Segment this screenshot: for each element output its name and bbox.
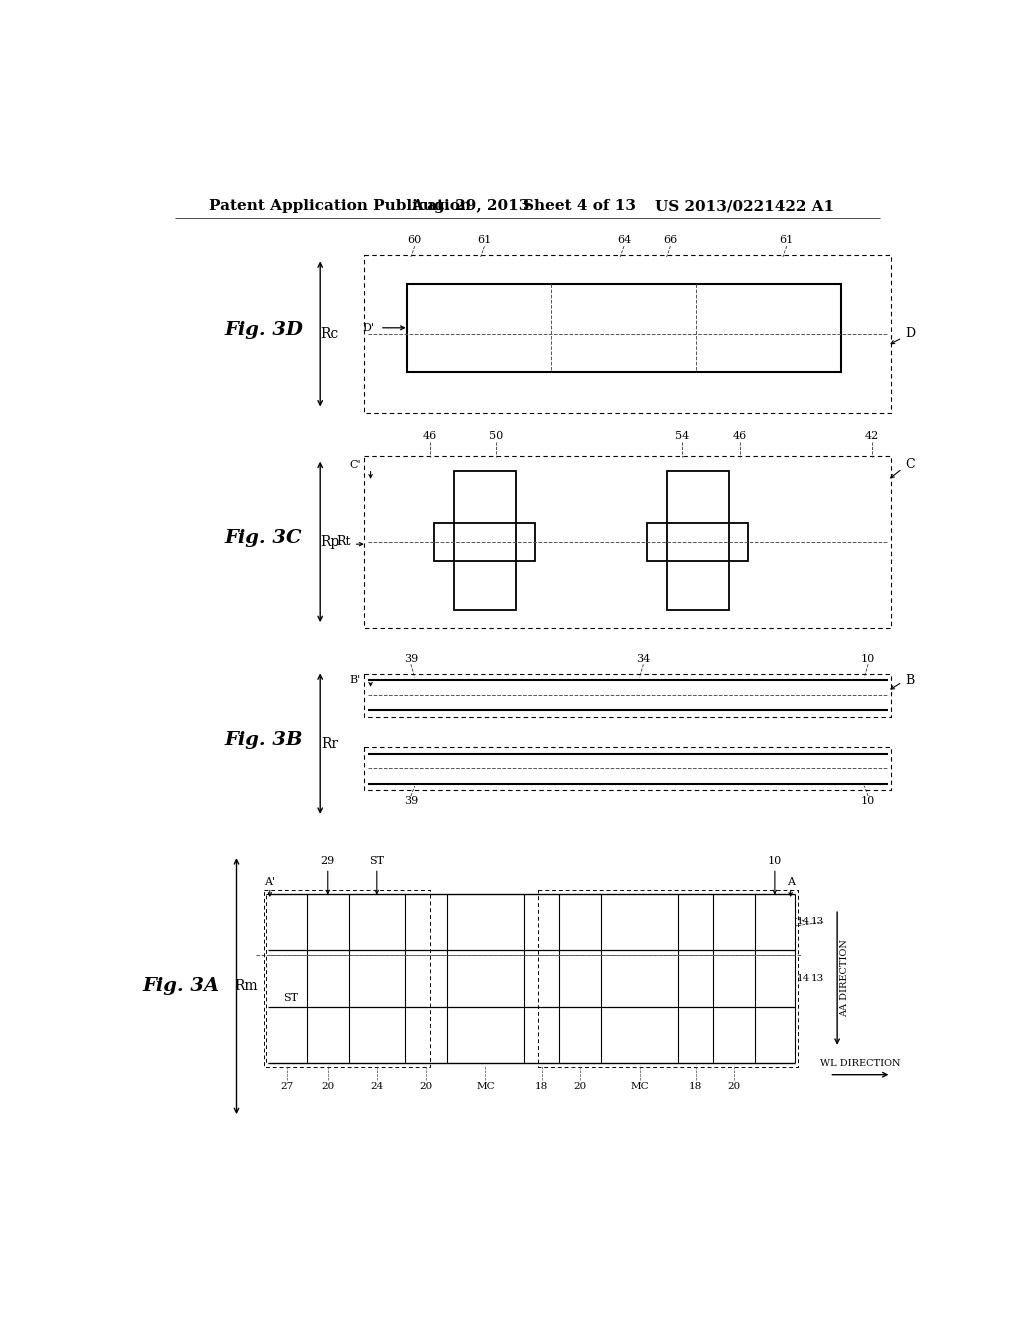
- Text: US 2013/0221422 A1: US 2013/0221422 A1: [655, 199, 835, 213]
- Text: B: B: [905, 675, 914, 686]
- Text: Fig. 3C: Fig. 3C: [225, 529, 302, 546]
- Text: 18: 18: [689, 1082, 702, 1090]
- Text: 46: 46: [423, 430, 437, 441]
- Text: AA DIRECTION: AA DIRECTION: [841, 940, 849, 1018]
- Text: 10: 10: [768, 857, 782, 866]
- Bar: [667, 471, 729, 610]
- Text: Sheet 4 of 13: Sheet 4 of 13: [523, 199, 636, 213]
- Bar: [407, 284, 841, 372]
- Bar: [601, 950, 678, 1007]
- Text: ST: ST: [370, 857, 384, 866]
- Text: ST: ST: [284, 993, 299, 1003]
- Bar: [446, 950, 524, 1007]
- Bar: [446, 894, 524, 950]
- Text: C: C: [905, 458, 915, 471]
- Text: Rc: Rc: [321, 327, 339, 341]
- Text: 14: 14: [797, 974, 810, 983]
- Text: 42: 42: [865, 430, 880, 441]
- Text: 13: 13: [811, 917, 824, 927]
- Text: 27: 27: [281, 1082, 294, 1090]
- Text: 50: 50: [489, 430, 503, 441]
- Text: WL DIRECTION: WL DIRECTION: [820, 1060, 901, 1068]
- Text: 14: 14: [797, 917, 810, 927]
- Text: 39: 39: [403, 796, 418, 807]
- Text: 34: 34: [636, 653, 650, 664]
- Text: MC: MC: [476, 1082, 495, 1090]
- Text: Fig. 3D: Fig. 3D: [224, 321, 303, 339]
- Bar: [647, 523, 748, 561]
- Text: 66: 66: [664, 235, 678, 246]
- Text: D: D: [905, 327, 915, 341]
- Text: A': A': [264, 878, 275, 887]
- Text: Rm: Rm: [234, 979, 258, 993]
- Text: D': D': [362, 323, 375, 333]
- Text: 61: 61: [477, 235, 492, 246]
- Bar: [446, 1007, 524, 1063]
- Text: 20: 20: [322, 1082, 335, 1090]
- Text: Fig. 3A: Fig. 3A: [142, 977, 219, 995]
- Text: 20: 20: [573, 1082, 587, 1090]
- Text: 54: 54: [675, 430, 689, 441]
- Text: 20: 20: [728, 1082, 740, 1090]
- Text: 39: 39: [403, 653, 418, 664]
- Text: 18: 18: [535, 1082, 548, 1090]
- Text: 10: 10: [861, 796, 876, 807]
- Text: 64: 64: [616, 235, 631, 246]
- Text: 60: 60: [408, 235, 422, 246]
- Text: Rp: Rp: [319, 535, 339, 549]
- Text: C': C': [349, 459, 360, 470]
- Text: 46: 46: [733, 430, 748, 441]
- Bar: [601, 894, 678, 950]
- Text: 13: 13: [811, 974, 824, 983]
- Text: A: A: [786, 878, 795, 887]
- Bar: [434, 523, 535, 561]
- Bar: [454, 471, 515, 610]
- Text: Patent Application Publication: Patent Application Publication: [209, 199, 471, 213]
- Text: 10: 10: [861, 653, 876, 664]
- Text: B': B': [349, 676, 360, 685]
- Text: 24: 24: [371, 1082, 383, 1090]
- Text: Aug. 29, 2013: Aug. 29, 2013: [411, 199, 529, 213]
- Text: 29: 29: [321, 857, 335, 866]
- Text: 61: 61: [779, 235, 794, 246]
- Text: MC: MC: [631, 1082, 649, 1090]
- Text: Rt: Rt: [336, 536, 350, 548]
- Bar: [601, 1007, 678, 1063]
- Text: Rr: Rr: [321, 737, 338, 751]
- Text: 20: 20: [419, 1082, 432, 1090]
- Text: Fig. 3B: Fig. 3B: [224, 731, 303, 748]
